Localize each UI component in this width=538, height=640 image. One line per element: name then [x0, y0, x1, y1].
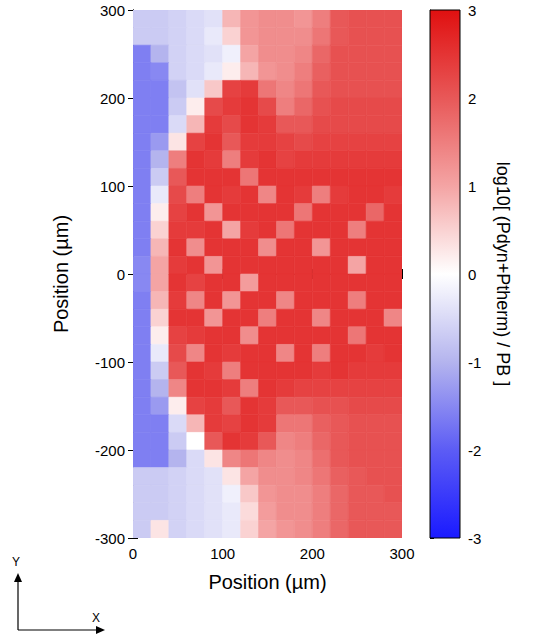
- svg-text:300: 300: [389, 545, 414, 562]
- svg-text:200: 200: [100, 90, 125, 107]
- svg-text:-1: -1: [468, 354, 481, 371]
- svg-text:-3: -3: [468, 530, 481, 547]
- svg-text:100: 100: [100, 178, 125, 195]
- svg-text:-300: -300: [95, 530, 125, 547]
- svg-text:-2: -2: [468, 442, 481, 459]
- svg-text:300: 300: [100, 2, 125, 19]
- svg-text:log10[ (Pdyn+Ptherm) / PB ]: log10[ (Pdyn+Ptherm) / PB ]: [493, 162, 513, 387]
- svg-text:100: 100: [210, 545, 235, 562]
- svg-text:X: X: [92, 611, 100, 625]
- svg-text:Position (µm): Position (µm): [208, 571, 326, 593]
- svg-text:0: 0: [468, 266, 476, 283]
- svg-text:Position (µm): Position (µm): [50, 215, 72, 333]
- svg-text:-200: -200: [95, 442, 125, 459]
- svg-text:200: 200: [300, 545, 325, 562]
- svg-text:Y: Y: [12, 555, 20, 569]
- svg-text:1: 1: [468, 178, 476, 195]
- svg-text:2: 2: [468, 90, 476, 107]
- svg-text:-100: -100: [95, 354, 125, 371]
- svg-text:0: 0: [117, 266, 125, 283]
- svg-text:3: 3: [468, 2, 476, 19]
- svg-text:0: 0: [129, 545, 137, 562]
